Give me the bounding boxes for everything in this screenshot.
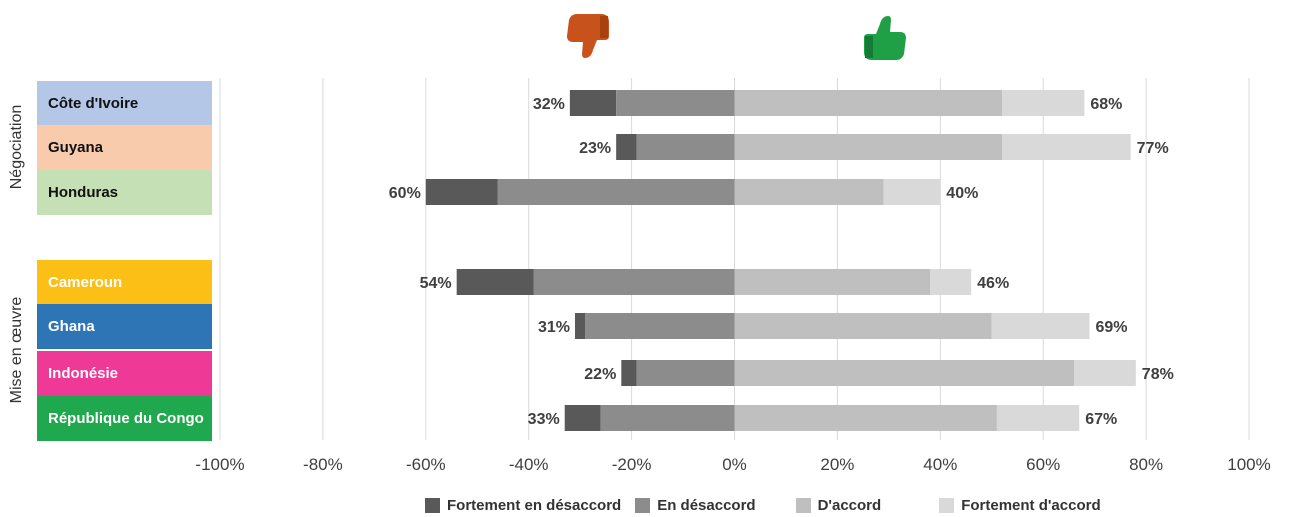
bar-segment — [456, 269, 534, 295]
bar-segment — [734, 179, 884, 205]
x-tick-label: 80% — [1129, 455, 1163, 474]
bar-segment — [425, 179, 498, 205]
data-label-positive: 78% — [1142, 366, 1174, 383]
legend-swatch — [635, 497, 651, 513]
data-label-negative: 33% — [528, 411, 560, 428]
legend-swatch — [795, 497, 811, 513]
x-tick-label: 20% — [820, 455, 854, 474]
bar-segment — [585, 313, 735, 339]
country-label: Guyana — [37, 125, 212, 170]
bar-segment — [600, 405, 735, 431]
country-label: Indonésie — [37, 351, 212, 396]
bar-segment — [616, 90, 735, 116]
data-label-positive: 40% — [946, 185, 978, 202]
thumbs-up-icon — [864, 16, 906, 60]
legend-swatch — [425, 497, 440, 513]
bar-segment — [616, 134, 637, 160]
data-label-negative: 32% — [533, 96, 565, 113]
bar-segment — [497, 179, 735, 205]
group-label: Mise en œuvre — [8, 296, 25, 403]
x-tick-label: 60% — [1026, 455, 1060, 474]
bar-segment — [636, 134, 735, 160]
x-tick-label: -60% — [406, 455, 446, 474]
x-tick-label: -100% — [195, 455, 244, 474]
country-label: Ghana — [37, 304, 212, 349]
x-tick-label: 40% — [923, 455, 957, 474]
bar-segment — [991, 313, 1090, 339]
bar-segment — [734, 360, 1075, 386]
country-label: République du Congo — [37, 396, 212, 441]
bar-segment — [883, 179, 941, 205]
bar-segment — [734, 405, 997, 431]
bar-segment — [621, 360, 637, 386]
country-label: Côte d'Ivoire — [37, 81, 212, 126]
bar-segment — [996, 405, 1080, 431]
bar-segment — [533, 269, 735, 295]
legend-swatch — [939, 497, 955, 513]
bar-segment — [1002, 134, 1131, 160]
group-label: Négociation — [8, 104, 25, 190]
bar-segment — [1002, 90, 1085, 116]
bar-segment — [564, 405, 601, 431]
bar-segment — [930, 269, 972, 295]
bar-segment — [734, 269, 931, 295]
bar-segment — [575, 313, 586, 339]
legend-label: En désaccord — [657, 496, 756, 514]
bar-segment — [734, 134, 1003, 160]
legend-label: D'accord — [817, 496, 882, 514]
chart-legend: Fortement en désaccord En désaccord D'acco… — [425, 494, 1101, 516]
bar-segment — [1074, 360, 1136, 386]
data-label-positive: 68% — [1090, 96, 1122, 113]
legend-item: Fortement en désaccord — [425, 497, 621, 514]
x-tick-label: -40% — [509, 455, 549, 474]
data-label-negative: 60% — [389, 185, 421, 202]
bar-segment — [734, 313, 992, 339]
data-label-negative: 22% — [584, 366, 616, 383]
legend-label: Fortement en désaccord — [447, 496, 622, 514]
legend-item: Fortement d'accord — [939, 496, 1101, 514]
bar-segment — [569, 90, 617, 116]
x-tick-label: -20% — [612, 455, 652, 474]
legend-label: Fortement d'accord — [961, 496, 1101, 514]
x-tick-label: -80% — [303, 455, 343, 474]
data-label-negative: 31% — [538, 319, 570, 336]
country-label: Honduras — [37, 170, 212, 215]
data-label-positive: 69% — [1096, 319, 1128, 336]
legend-item: D'accord — [795, 496, 882, 514]
data-label-positive: 46% — [977, 275, 1009, 292]
x-tick-label: 100% — [1227, 455, 1270, 474]
data-label-positive: 77% — [1137, 140, 1169, 157]
x-tick-label: 0% — [722, 455, 747, 474]
bar-segment — [636, 360, 735, 386]
country-label: Cameroun — [37, 260, 212, 305]
data-label-negative: 23% — [579, 140, 611, 157]
data-label-negative: 54% — [420, 275, 452, 292]
bar-segment — [734, 90, 1003, 116]
legend-item: En désaccord — [635, 496, 756, 514]
thumbs-down-icon — [567, 14, 609, 58]
data-label-positive: 67% — [1085, 411, 1117, 428]
